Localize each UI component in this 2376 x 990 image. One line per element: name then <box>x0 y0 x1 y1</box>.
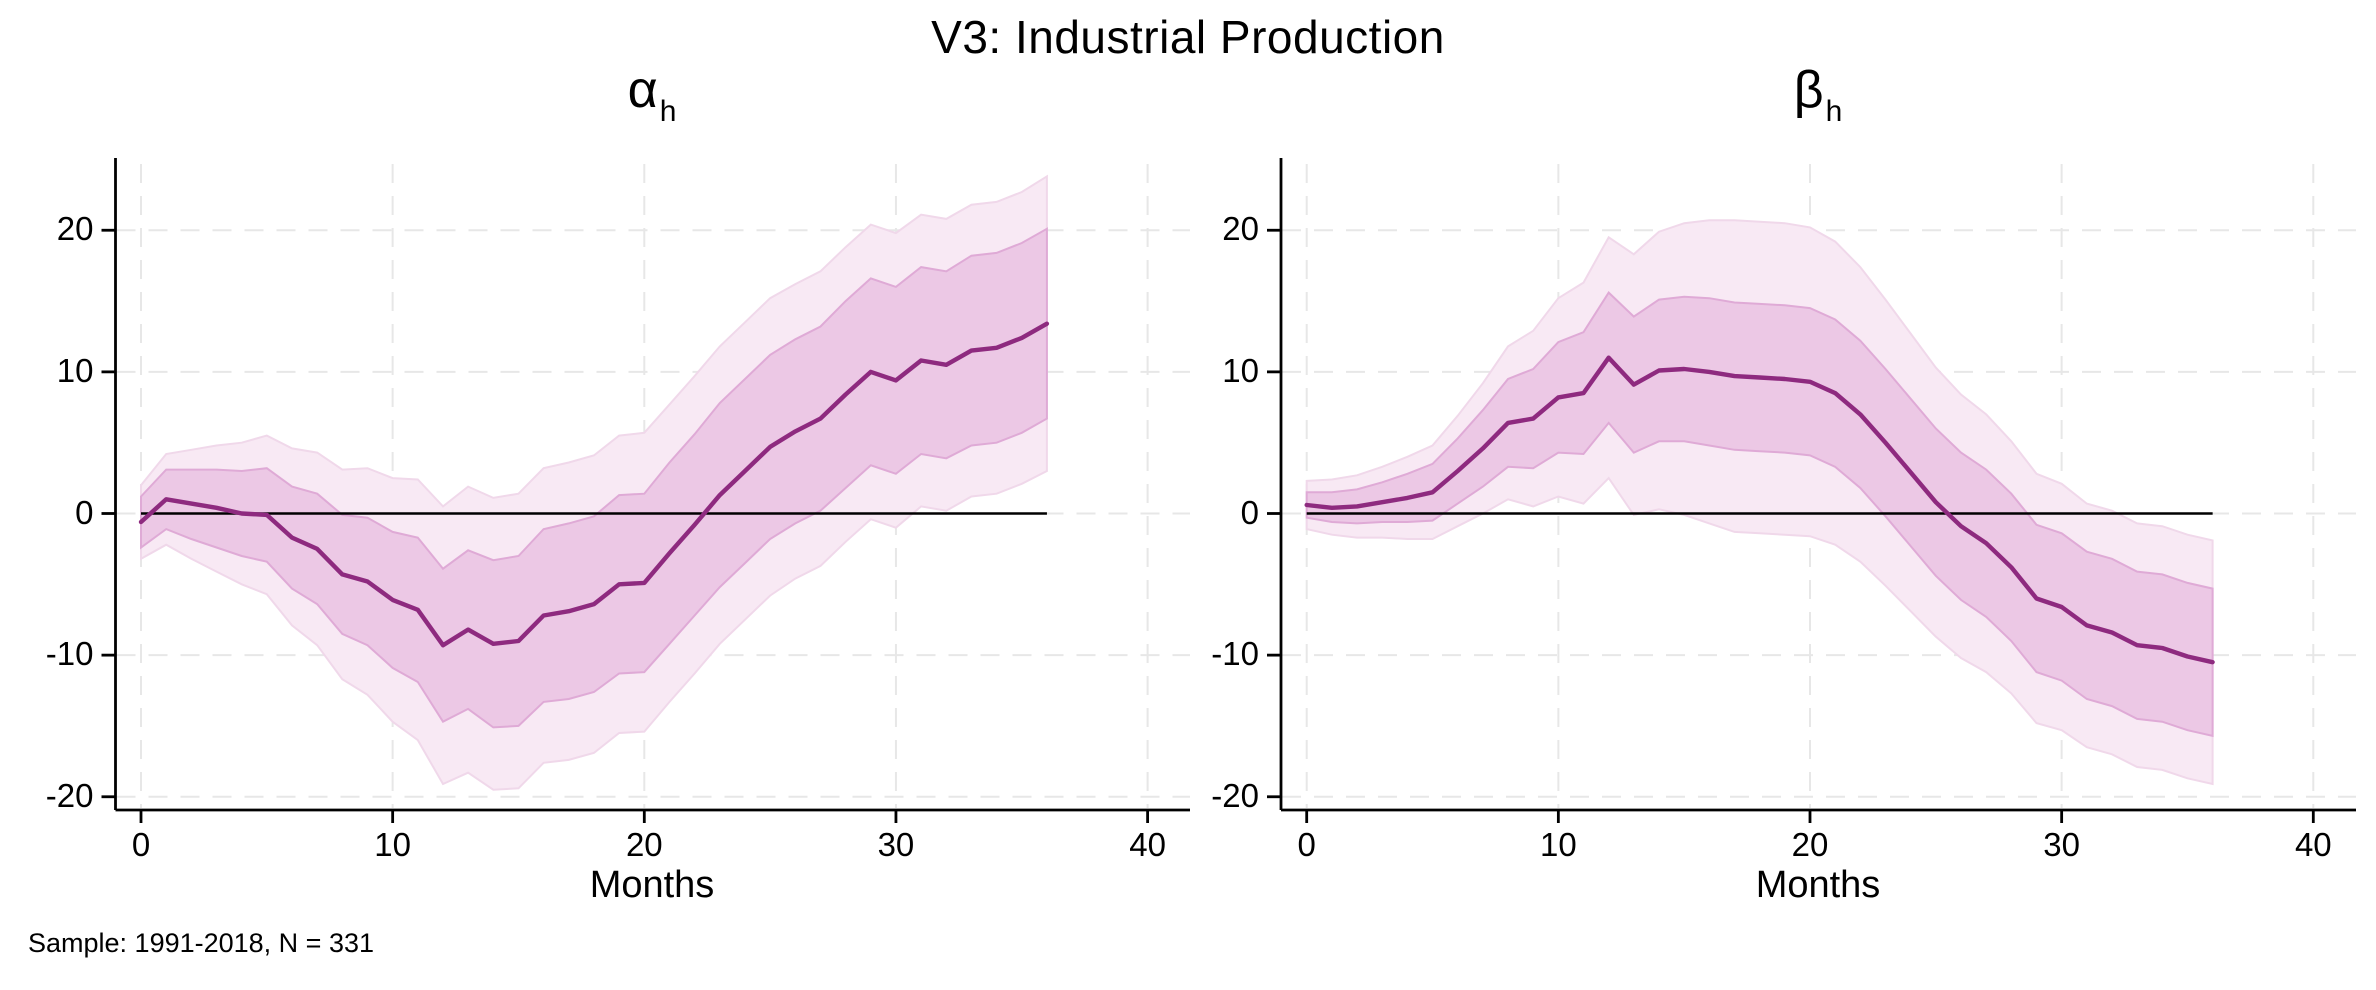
x-tick-label: 30 <box>877 826 915 863</box>
x-tick-label: 10 <box>374 826 411 863</box>
x-tick-label: 0 <box>1297 826 1316 863</box>
figure-title: V3: Industrial Production <box>931 11 1445 63</box>
y-tick-label: -20 <box>45 776 94 814</box>
panel-beta-title: βh <box>1794 64 1843 127</box>
panel-alpha-title-base: α <box>627 61 658 119</box>
x-tick-label: 0 <box>131 826 151 863</box>
x-tick-label: 40 <box>1129 826 1166 863</box>
x-axis-label-right: Months <box>1755 864 1881 906</box>
inner-confidence-band <box>1305 291 2214 738</box>
panel-alpha-title: αh <box>628 64 677 127</box>
x-axis-label-left: Months <box>589 864 715 906</box>
x-tick-label: 10 <box>1539 826 1577 863</box>
panel-beta <box>1267 158 2356 823</box>
panel-beta-title-subscript: h <box>1825 95 1843 128</box>
panel-alpha <box>101 158 1190 823</box>
y-tick-label: 10 <box>1222 351 1259 389</box>
y-tick-label: 0 <box>75 493 94 531</box>
y-tick-label: -10 <box>1211 635 1259 673</box>
panel-alpha-title-subscript: h <box>659 95 677 128</box>
y-tick-label: 20 <box>56 210 94 248</box>
y-tick-label: 20 <box>1222 210 1259 248</box>
y-tick-label: 10 <box>56 351 94 389</box>
y-tick-label: -10 <box>45 635 94 673</box>
y-tick-label: -20 <box>1211 776 1259 814</box>
x-tick-label: 30 <box>2043 826 2080 863</box>
sample-note: Sample: 1991-2018, N = 331 <box>28 928 374 958</box>
panel-beta-title-base: β <box>1793 61 1824 119</box>
x-tick-label: 20 <box>625 826 663 863</box>
outer-confidence-band <box>1305 219 2214 786</box>
estimate-line <box>138 321 1050 648</box>
y-tick-label: 0 <box>1240 493 1259 531</box>
x-tick-label: 40 <box>2294 826 2332 863</box>
inner-confidence-band <box>140 227 1048 729</box>
x-tick-label: 20 <box>1791 826 1829 863</box>
estimate-line <box>1304 355 2215 665</box>
